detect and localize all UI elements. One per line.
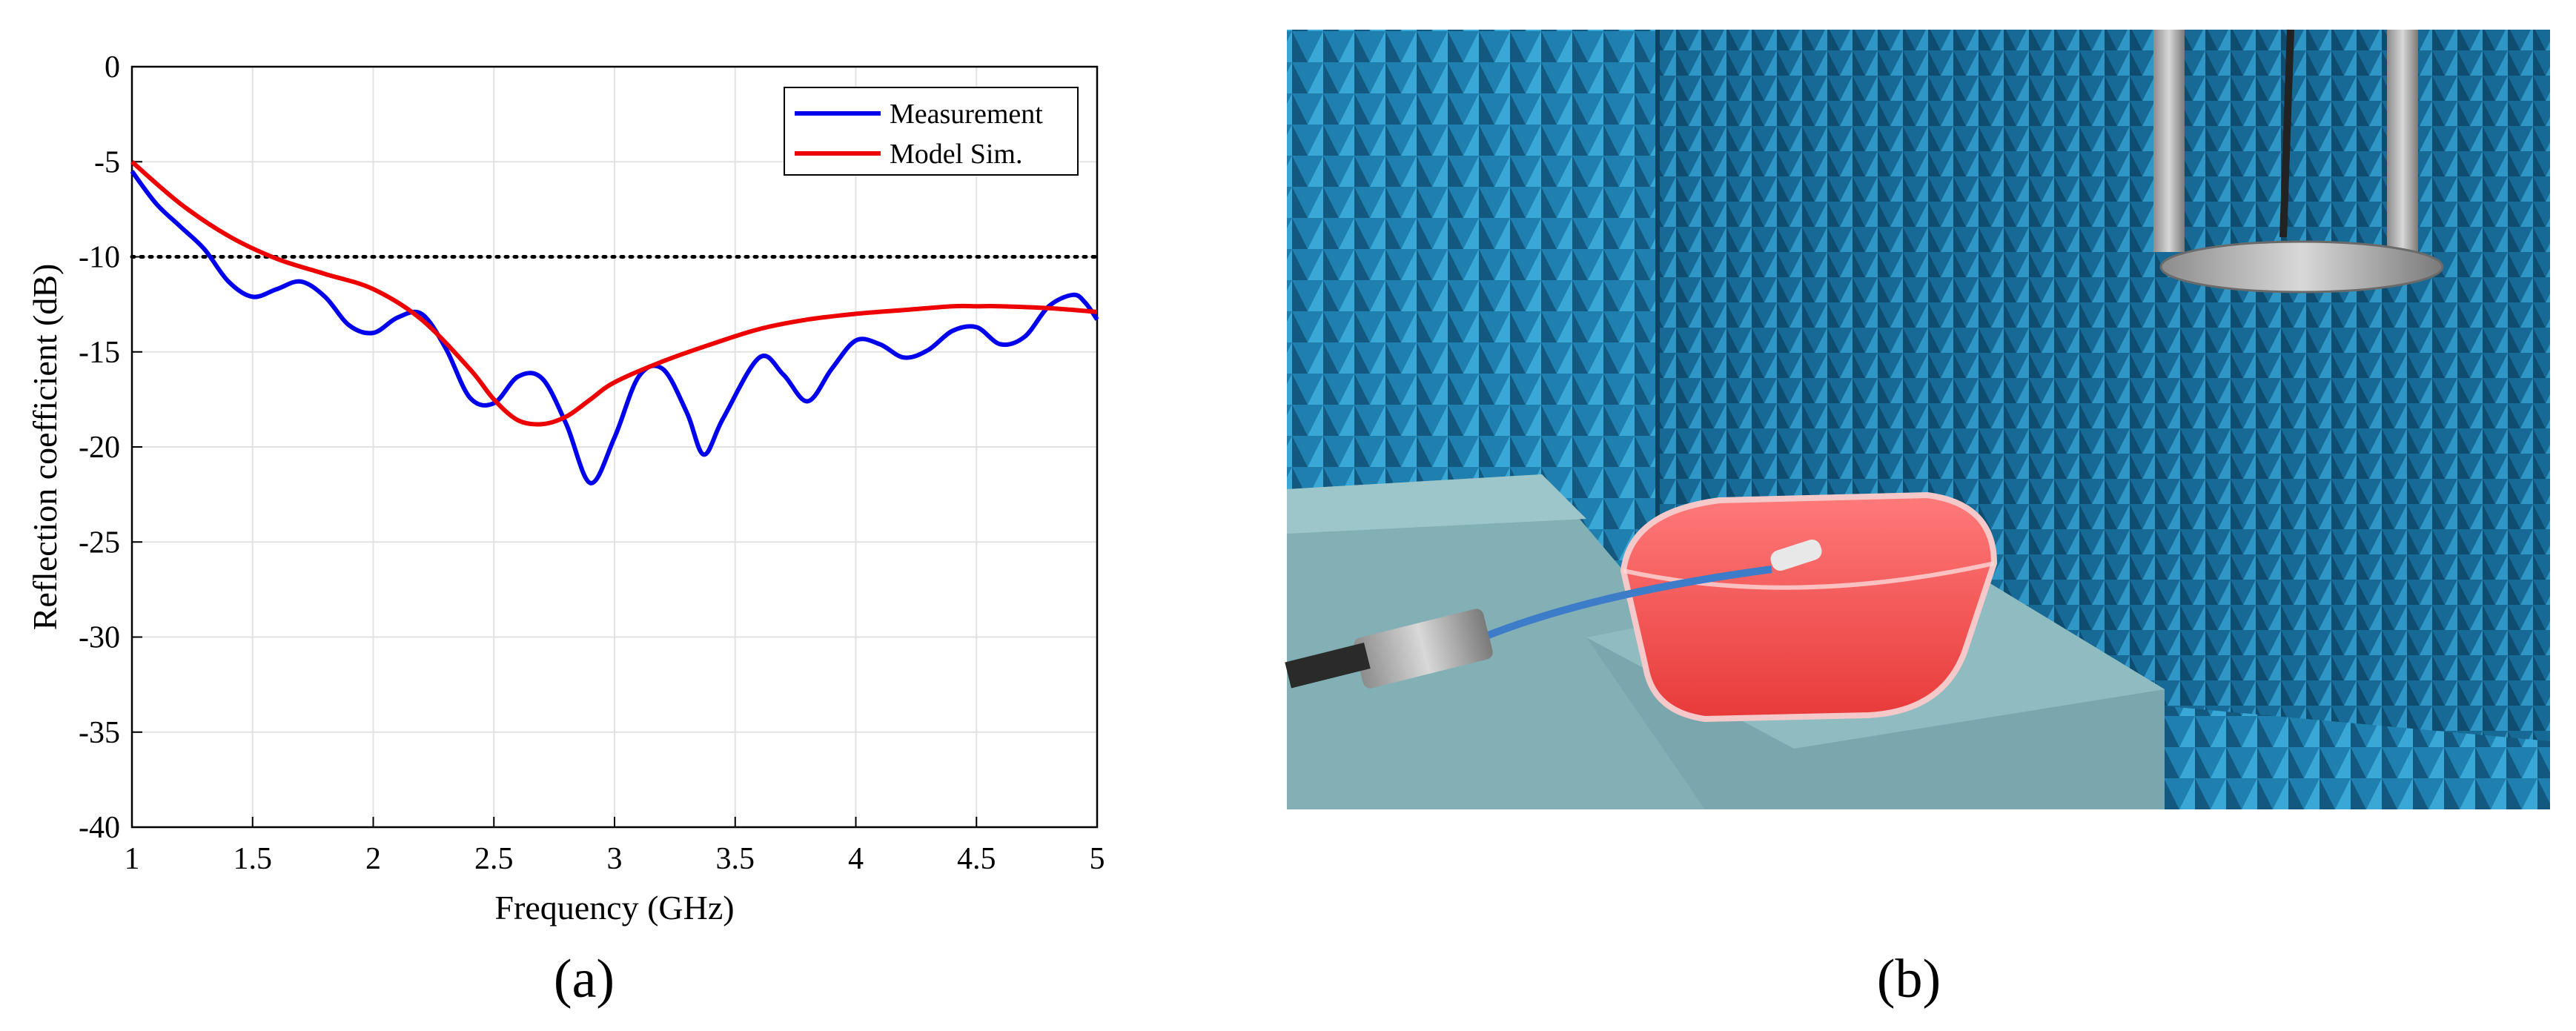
- x-tick-label: 5: [1090, 842, 1105, 876]
- panel-label-a: (a): [554, 949, 615, 1010]
- panel-label-b: (b): [1877, 949, 1941, 1010]
- cable-stub: [1285, 642, 1371, 689]
- antenna-element: [1770, 539, 1822, 571]
- probe-cable: [2279, 29, 2294, 238]
- phantom-container: [1620, 491, 1998, 723]
- y-tick-label: 0: [105, 50, 120, 84]
- legend-label-model-sim: Model Sim.: [890, 139, 1022, 170]
- foam-block-front: [1287, 474, 1705, 809]
- mount-plate: [2159, 240, 2444, 294]
- x-tick-label: 4.5: [957, 842, 996, 876]
- legend-label-measurement: Measurement: [890, 99, 1043, 130]
- y-tick-label: -20: [79, 431, 120, 465]
- foam-block-top: [1287, 474, 1586, 534]
- x-tick-label: 2.5: [474, 842, 514, 876]
- x-axis-title: Frequency (GHz): [494, 889, 734, 926]
- chart-panel: 1 1.5 2 2.5 3 3.5 4 4.5 5 0 -5 -10 -15 -20 -25 -30 -35 -4…: [26, 50, 1105, 1010]
- y-tick-label: -35: [79, 716, 120, 750]
- grid-layer: [131, 66, 1098, 828]
- x-tick-label: 1.5: [234, 842, 273, 876]
- y-tick-label: -30: [79, 621, 120, 655]
- x-tick-label: 3.5: [716, 842, 755, 876]
- mount-rod-right: [2387, 30, 2418, 252]
- x-tick-label: 1: [125, 842, 140, 876]
- tick-layer: 1 1.5 2 2.5 3 3.5 4 4.5 5 0 -5 -10 -15 -20 -25 -30 -35 -4…: [79, 50, 1105, 876]
- mount-rod-left: [2153, 30, 2185, 252]
- y-tick-label: -15: [79, 336, 120, 370]
- anechoic-chamber-photo: (b): [1285, 29, 2550, 1010]
- x-tick-label: 2: [365, 842, 381, 876]
- series-line-model-sim: [130, 160, 1098, 427]
- series-line-measurement: [130, 170, 1099, 485]
- y-tick-label: -5: [94, 145, 120, 179]
- sma-connector: [1354, 609, 1493, 689]
- container-lid-rim: [1623, 561, 1995, 590]
- y-tick-label: -10: [79, 241, 120, 275]
- x-tick-label: 3: [607, 842, 623, 876]
- y-tick-label: -25: [79, 526, 120, 560]
- series-layer: [130, 160, 1099, 485]
- coax-cable: [1481, 566, 1772, 641]
- legend: Measurement Model Sim.: [784, 87, 1079, 176]
- legend-box: [784, 87, 1079, 176]
- y-tick-label: -40: [79, 811, 120, 845]
- x-tick-label: 4: [848, 842, 864, 876]
- y-axis-title: Reflection coefficient (dB): [26, 264, 64, 631]
